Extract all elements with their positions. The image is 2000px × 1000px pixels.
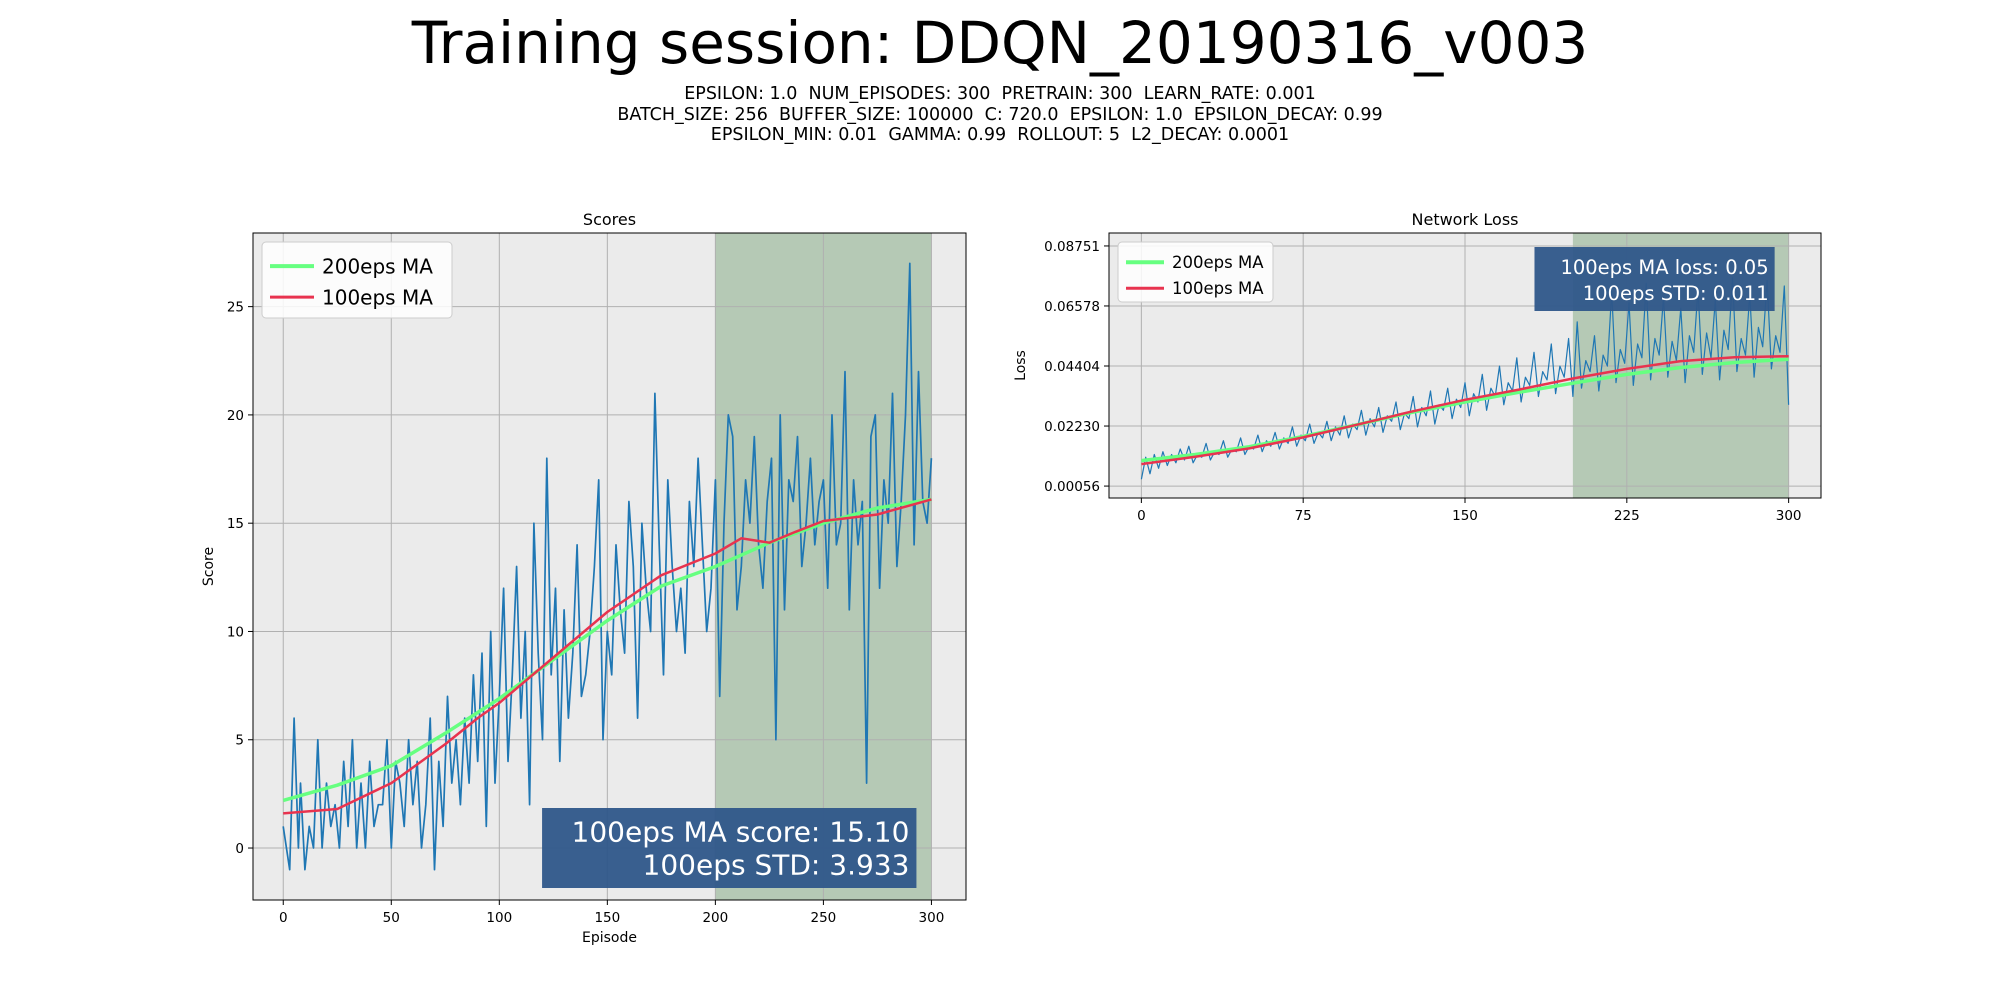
x-tick-label: 150 <box>594 910 620 926</box>
legend-label: 100eps MA <box>1172 279 1264 298</box>
y-tick-label: 25 <box>227 300 244 316</box>
series-line-ma200 <box>282 497 932 803</box>
x-axis-label: Episode <box>582 930 637 946</box>
series-line-ma200 <box>1141 357 1789 463</box>
y-tick-label: 0.04404 <box>1044 359 1100 375</box>
stats-annotation-box <box>1534 247 1775 311</box>
y-axis-label: Score <box>201 547 217 586</box>
y-tick-label: 0 <box>235 841 244 857</box>
series-line-ma100 <box>1141 354 1789 466</box>
hyperparameter-line: EPSILON: 1.0 NUM_EPISODES: 300 PRETRAIN:… <box>684 84 1316 104</box>
series-line-ma100 <box>283 498 932 815</box>
x-tick-label: 100 <box>486 910 512 926</box>
legend-label: 200eps MA <box>322 254 433 278</box>
hyperparameter-block: EPSILON: 1.0 NUM_EPISODES: 300 PRETRAIN:… <box>0 84 2000 146</box>
x-tick-label: 250 <box>811 910 837 926</box>
stats-annotation-line: 100eps MA loss: 0.05 <box>1560 256 1768 279</box>
y-tick-label: 5 <box>235 733 244 749</box>
x-tick-label: 0 <box>1137 508 1146 524</box>
x-tick-label: 75 <box>1295 508 1312 524</box>
y-axis-label: Loss <box>1013 350 1029 381</box>
hyperparameter-line: BATCH_SIZE: 256 BUFFER_SIZE: 100000 C: 7… <box>617 104 1383 125</box>
stats-annotation-line: 100eps STD: 3.933 <box>643 848 910 881</box>
stats-annotation-line: 100eps STD: 0.011 <box>1583 282 1769 305</box>
network-loss-chart: 0 75 150 225 300 0.00056 0.02230 0.04404 0.06578… <box>1013 210 1822 524</box>
stats-annotation-line: 100eps MA score: 15.10 <box>572 815 910 848</box>
y-tick-label: 15 <box>227 516 244 532</box>
x-tick-label: 50 <box>383 910 400 926</box>
y-tick-label: 0.08751 <box>1044 239 1100 255</box>
stats-annotation-box <box>542 808 917 888</box>
chart-title: Scores <box>583 210 636 229</box>
axes-frame <box>252 232 967 901</box>
figure-title: Training session: DDQN_20190316_v003 <box>411 9 1589 77</box>
x-tick-label: 225 <box>1614 508 1640 524</box>
y-tick-label: 0.02230 <box>1044 419 1100 435</box>
legend-label: 200eps MA <box>1172 253 1264 272</box>
x-tick-label: 300 <box>1776 508 1802 524</box>
chart-title: Network Loss <box>1412 210 1519 229</box>
y-tick-label: 20 <box>227 408 244 424</box>
series-line-raw <box>282 262 933 871</box>
x-tick-label: 200 <box>702 910 728 926</box>
y-tick-label: 0.06578 <box>1044 299 1100 315</box>
legend-box <box>261 241 453 319</box>
y-tick-label: 0.00056 <box>1044 479 1100 495</box>
y-tick-label: 10 <box>227 624 244 640</box>
x-tick-label: 300 <box>919 910 945 926</box>
legend-label: 100eps MA <box>322 285 433 309</box>
x-tick-label: 0 <box>279 910 288 926</box>
hyperparameter-line: EPSILON_MIN: 0.01 GAMMA: 0.99 ROLLOUT: 5… <box>710 125 1290 145</box>
x-tick-label: 150 <box>1452 508 1478 524</box>
scores-chart: 0 50 100 150 200 250 300 0 5 10 15 20 25 Scores Episod… <box>201 210 967 946</box>
